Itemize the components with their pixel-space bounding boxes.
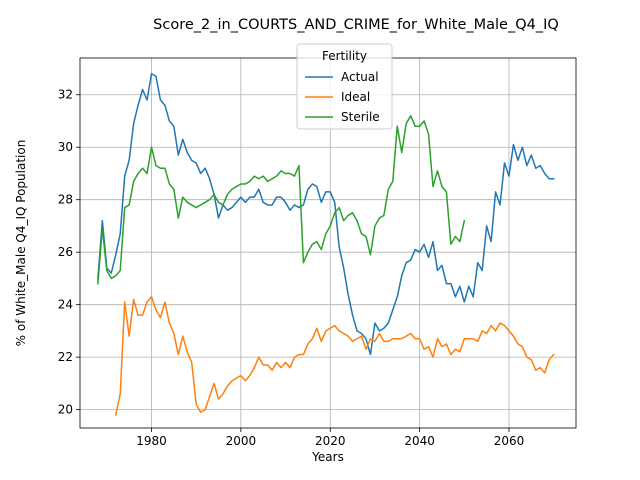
y-tick-label: 20 bbox=[58, 403, 73, 417]
x-tick-label: 2000 bbox=[226, 434, 257, 448]
series-line-ideal bbox=[114, 296, 555, 416]
series-lines bbox=[97, 72, 555, 416]
legend: Fertility Actual Ideal Sterile bbox=[296, 43, 393, 130]
x-tick-label: 2020 bbox=[315, 434, 346, 448]
y-tick-label: 30 bbox=[58, 140, 73, 154]
y-tick-label: 22 bbox=[58, 350, 73, 364]
y-tick-label: 24 bbox=[58, 298, 73, 312]
y-tick-label: 32 bbox=[58, 88, 73, 102]
x-tick-label: 2060 bbox=[494, 434, 525, 448]
legend-label-actual: Actual bbox=[341, 70, 379, 84]
y-axis-ticks: 20 22 24 26 28 30 32 bbox=[58, 88, 80, 417]
legend-title: Fertility bbox=[322, 49, 367, 63]
legend-label-sterile: Sterile bbox=[341, 110, 380, 124]
legend-entries: Actual Ideal Sterile bbox=[305, 70, 380, 124]
x-axis-label: Years bbox=[311, 450, 344, 464]
legend-label-ideal: Ideal bbox=[341, 90, 370, 104]
x-tick-label: 1980 bbox=[136, 434, 167, 448]
chart-title: Score_2_in_COURTS_AND_CRIME_for_White_Ma… bbox=[153, 17, 559, 33]
x-axis-ticks: 1980 2000 2020 2040 2060 bbox=[136, 428, 524, 448]
legend-box bbox=[296, 43, 393, 130]
y-axis-label: % of White_Male Q4_IQ Population bbox=[14, 140, 28, 347]
x-tick-label: 2040 bbox=[404, 434, 435, 448]
series-line-sterile bbox=[97, 114, 466, 285]
series-line-actual bbox=[97, 72, 555, 356]
y-tick-label: 26 bbox=[58, 245, 73, 259]
y-tick-label: 28 bbox=[58, 193, 73, 207]
